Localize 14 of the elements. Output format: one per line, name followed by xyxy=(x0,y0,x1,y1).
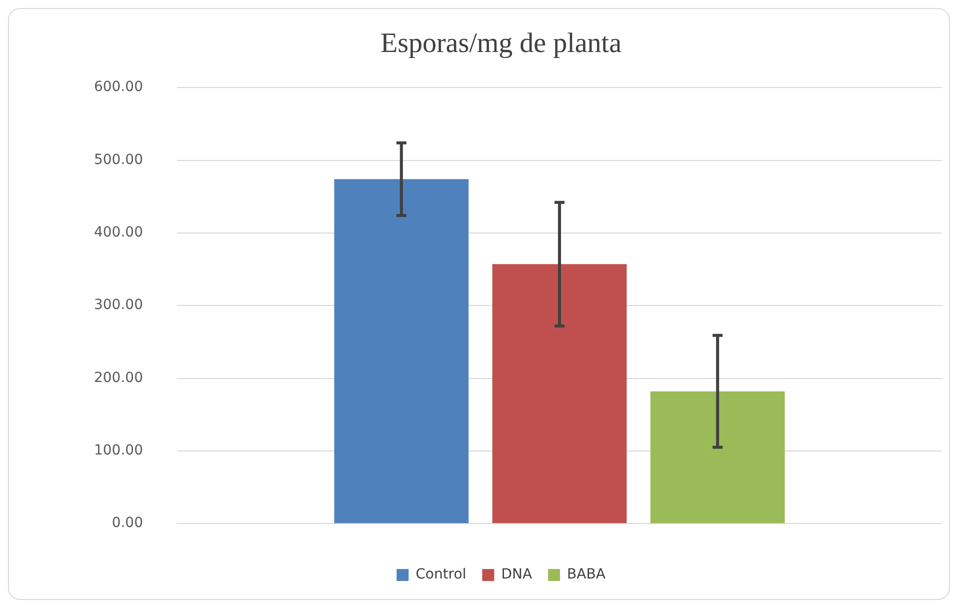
bar xyxy=(650,391,785,524)
chart-title: Esporas/mg de planta xyxy=(380,28,622,60)
legend-label: BABA xyxy=(567,566,606,583)
bar xyxy=(334,179,469,524)
legend-label: DNA xyxy=(501,566,532,583)
y-tick-label: 200.00 xyxy=(94,370,143,386)
legend-label: Control xyxy=(416,566,466,583)
y-tick-label: 600.00 xyxy=(94,79,143,96)
bar xyxy=(492,264,627,524)
y-tick-label: 500.00 xyxy=(94,152,143,168)
y-tick-label: 100.00 xyxy=(94,442,143,459)
y-tick-label: 0.00 xyxy=(112,515,143,532)
y-tick-label: 400.00 xyxy=(94,224,143,241)
y-tick-label: 300.00 xyxy=(94,297,143,314)
